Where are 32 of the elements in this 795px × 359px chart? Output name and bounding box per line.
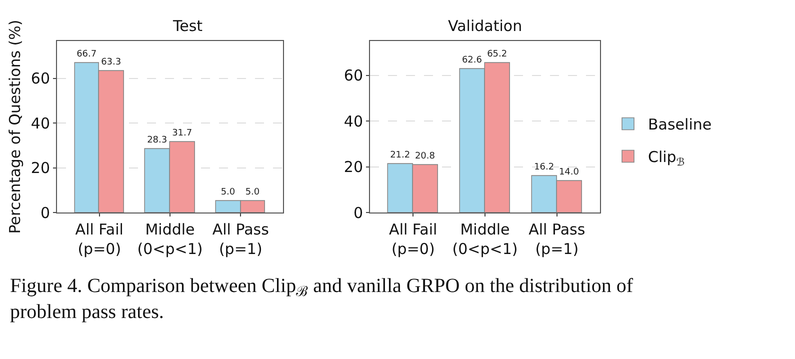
- text: Figure 4. Comparison between Clip$_{ℬ}$ and vanilla GRPO on the distribution of problem pass rates.: [10, 275, 634, 323]
- data-label: 62.6: [462, 56, 482, 66]
- y-tick-label: 60: [344, 66, 363, 85]
- data-label: 20.8: [414, 152, 436, 162]
- legend-label: Clip$_{ℬ}$: [648, 148, 685, 168]
- y-tick-label: 20: [344, 158, 363, 176]
- data-label: 65.2: [487, 50, 508, 60]
- y-tick-label: 0: [353, 204, 363, 222]
- legend-label: Baseline: [648, 116, 712, 134]
- data-label: 63.3: [101, 58, 122, 68]
- data-label: 21.2: [390, 150, 410, 161]
- data-label: 5.0: [245, 188, 260, 198]
- y-tick-label: 60: [30, 70, 50, 88]
- data-label: 31.7: [172, 128, 192, 139]
- y-tick-label: 40: [30, 114, 50, 132]
- chart-title: Test: [172, 17, 203, 35]
- x-tick-label: All Fail (p=0): [389, 220, 438, 258]
- x-tick-label: All Fail (p=0): [75, 220, 124, 258]
- x-tick-label: All Pass (p=1): [212, 220, 270, 258]
- data-label: 16.2: [534, 162, 554, 173]
- chart-title: Validation: [448, 17, 522, 35]
- x-tick-label: All Pass (p=1): [528, 220, 586, 258]
- data-label: 66.7: [76, 50, 97, 60]
- x-tick-label: Middle (0<p<1): [452, 220, 518, 258]
- y-tick-label: 20: [30, 159, 50, 178]
- data-label: 14.0: [558, 168, 580, 178]
- y-axis-title: Percentage of Questions (%): [6, 20, 24, 234]
- data-label: 28.3: [147, 136, 168, 146]
- x-tick-label: Middle (0<p<1): [137, 220, 203, 258]
- data-label: 5.0: [220, 188, 236, 198]
- y-tick-label: 0: [40, 204, 50, 222]
- y-tick-label: 40: [344, 112, 363, 130]
